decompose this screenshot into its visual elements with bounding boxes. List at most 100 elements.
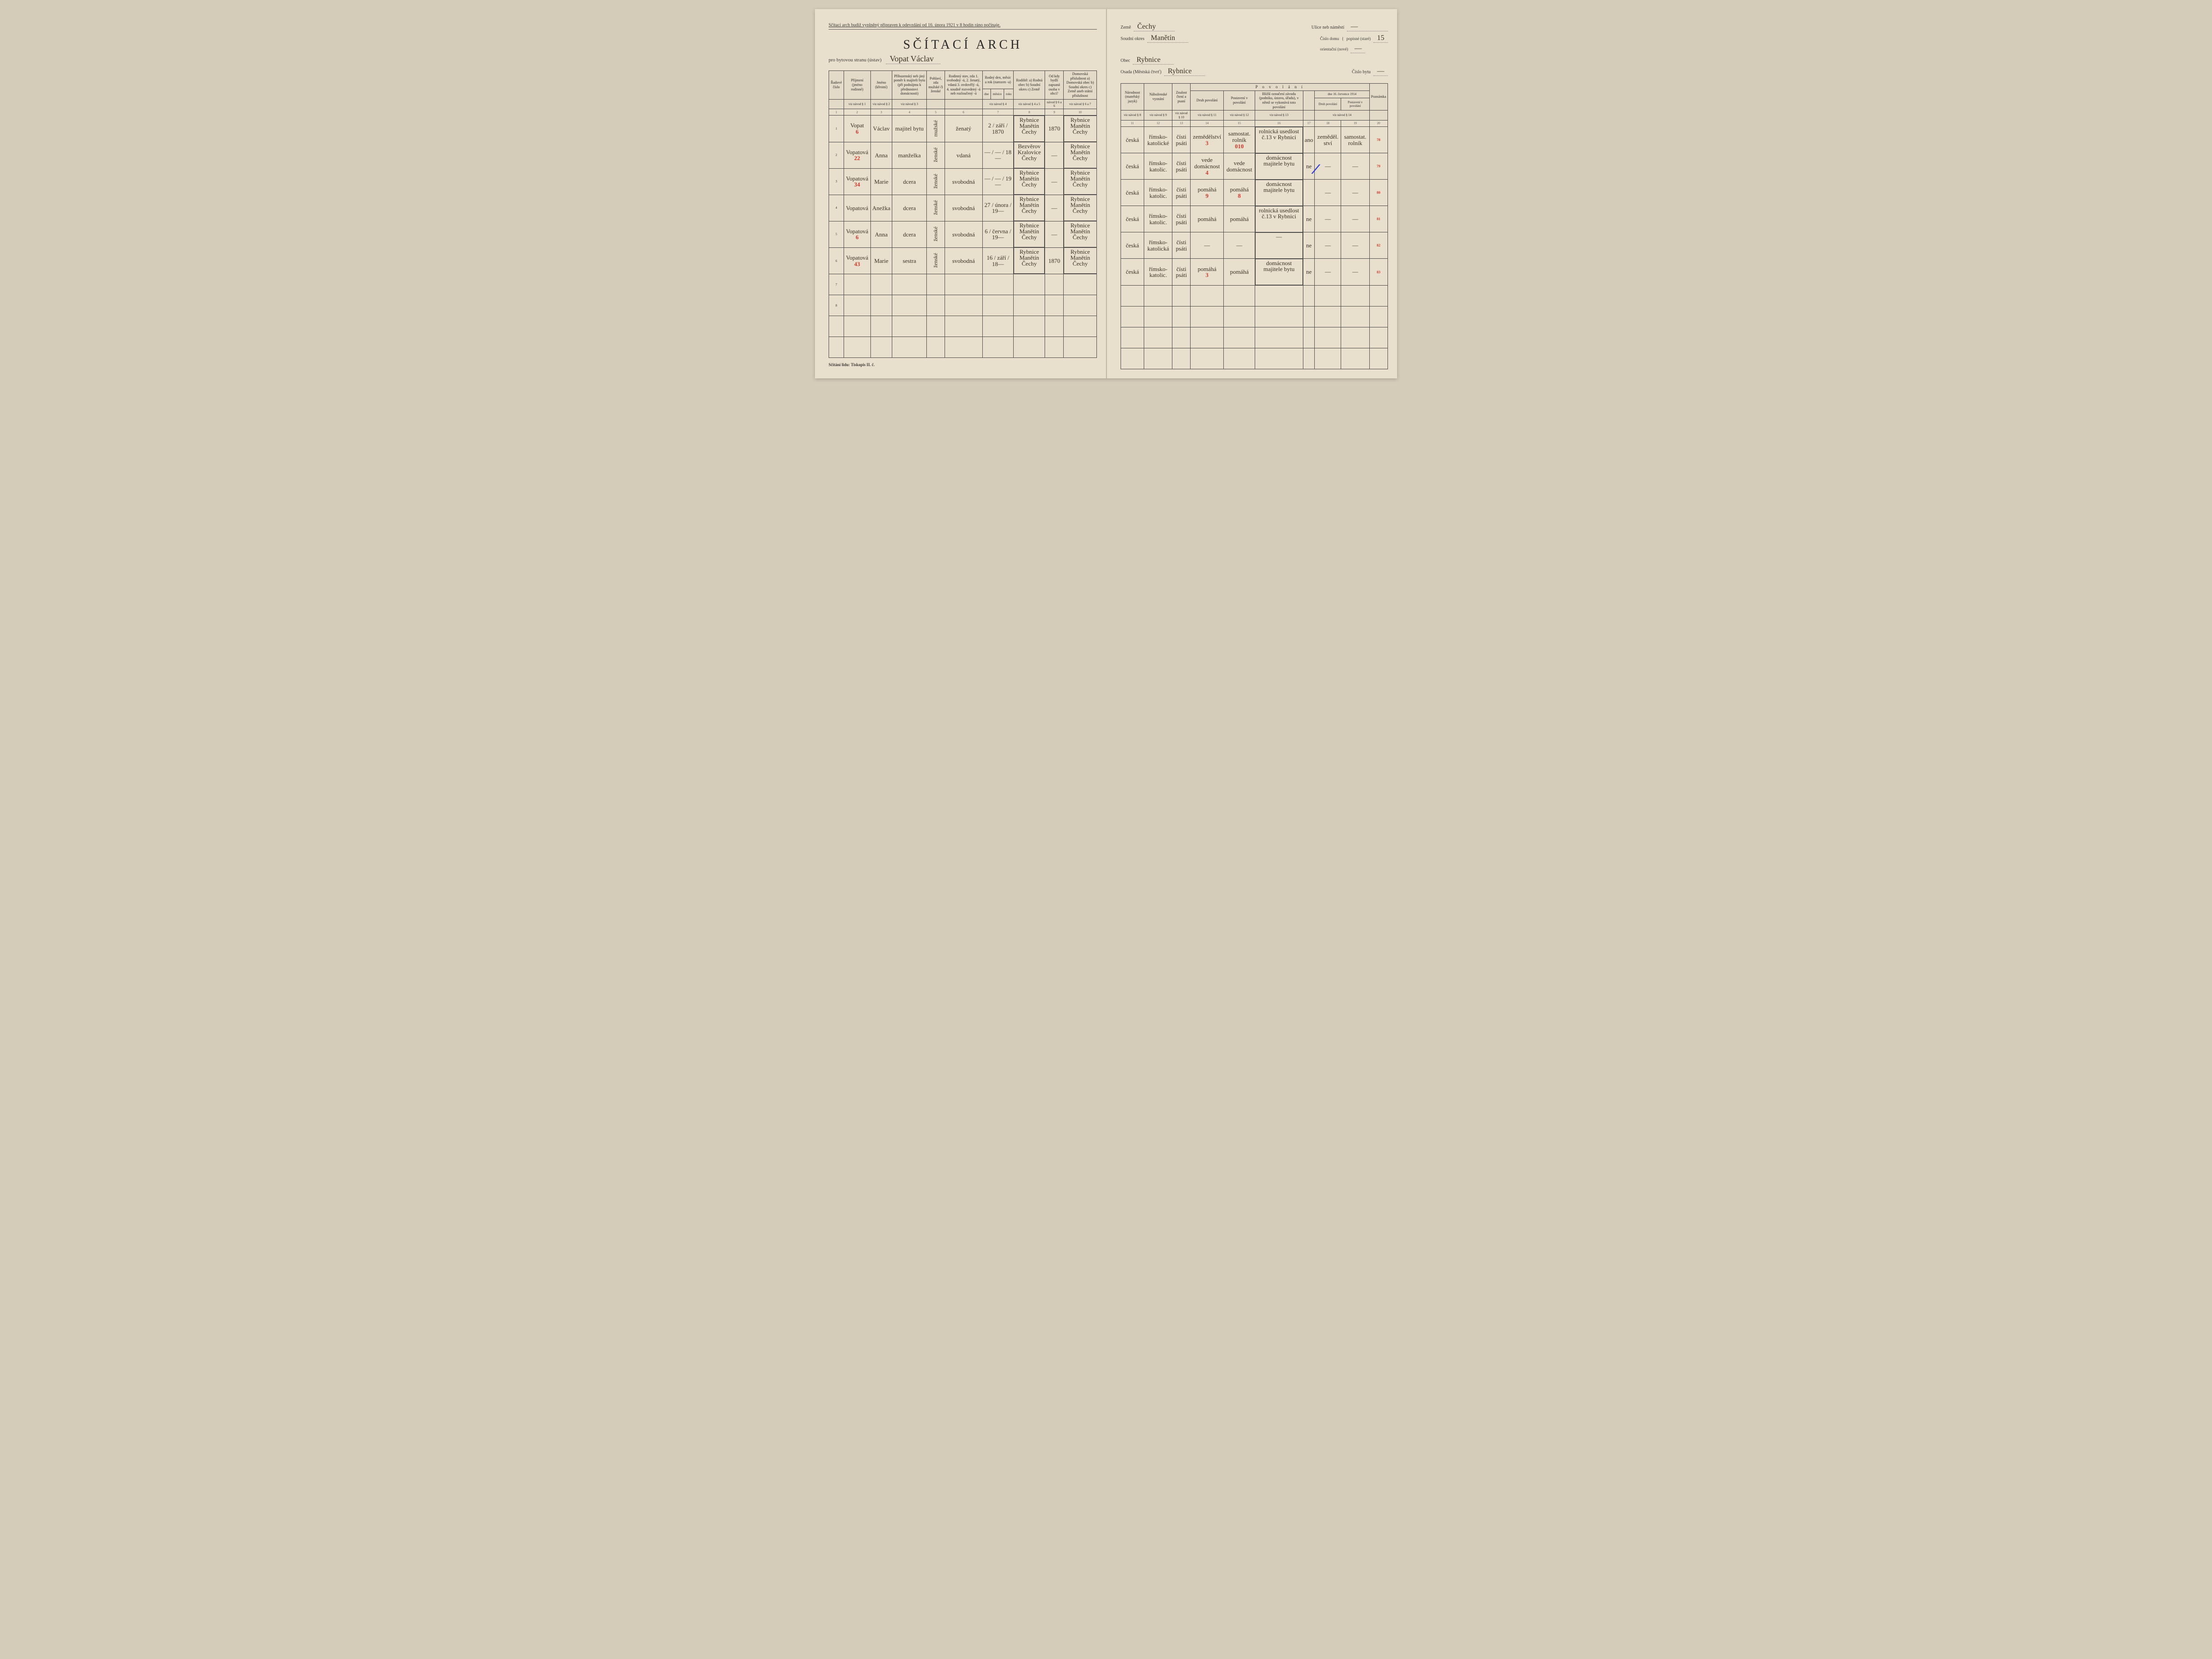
table-row: 3 Vopatová34 Marie dcera ženské svobodná…	[829, 168, 1097, 195]
cislo-domu-block: Číslo domu { popisné (staré) 15 orientač…	[1320, 34, 1388, 53]
cell	[1045, 295, 1064, 316]
col-7: Rodný den, měsíc a rok (narozen -a)	[982, 71, 1014, 89]
colnum: 4	[892, 109, 927, 116]
cell	[1014, 337, 1045, 358]
cell	[870, 295, 892, 316]
navod-cell	[1369, 111, 1388, 121]
table-row: 6 Vopatová43 Marie sestra ženské svobodn…	[829, 247, 1097, 274]
colnum: 17	[1303, 120, 1315, 126]
cell	[1144, 348, 1172, 369]
cell	[1045, 274, 1064, 295]
cell-relig: římsko-katolic.	[1144, 259, 1172, 286]
cell-surname: Vopatová43	[844, 247, 870, 274]
cell-idx: 79	[1369, 153, 1388, 180]
cell-relig: římsko-katolická	[1144, 232, 1172, 259]
cell-num: 3	[829, 168, 844, 195]
cell-firm: domácnost majitele bytu	[1255, 153, 1303, 180]
value: —	[1373, 67, 1388, 76]
cell-o14p: —	[1341, 153, 1369, 180]
col-11: Národnost (mateřský jazyk)	[1121, 84, 1144, 111]
colnum: 7	[982, 109, 1014, 116]
cell	[1144, 327, 1172, 348]
value: —	[1347, 23, 1388, 31]
table-row	[1121, 327, 1388, 348]
cell-occ: vede domácnost4	[1190, 153, 1223, 180]
colnum: 12	[1144, 120, 1172, 126]
cell-o14p: —	[1341, 259, 1369, 286]
fld-zeme: ZeměČechy	[1121, 23, 1175, 31]
table-row: česká římsko-katolic. čísti psáti pomáhá…	[1121, 259, 1388, 286]
cell-domicile: RybniceManětínČechy	[1064, 168, 1096, 195]
cell	[1064, 316, 1097, 337]
value: 15	[1373, 34, 1388, 43]
cell-lit: čísti psáti	[1172, 153, 1191, 180]
cell-surname: Vopatová6	[844, 221, 870, 247]
cell-pos: pomáhá	[1224, 259, 1255, 286]
cell-relation: dcera	[892, 221, 927, 247]
cell-num	[829, 337, 844, 358]
navod-cell	[927, 99, 945, 109]
cell-occ: zemědělství3	[1190, 126, 1223, 153]
fld-popisne: Číslo domu { popisné (staré) 15	[1320, 34, 1388, 43]
cell	[982, 337, 1014, 358]
census-sheet: Sčítací arch budiž vyplněný připraven k …	[815, 9, 1397, 378]
cell-nat: česká	[1121, 126, 1144, 153]
cell-firm: —	[1255, 232, 1303, 259]
navod-cell: viz návod § 9	[1144, 111, 1172, 121]
colnum-row-left: 1 2 3 4 5 6 7 8 9 10	[829, 109, 1097, 116]
cell-sex: ženské	[927, 195, 945, 221]
tbody-right: česká římsko-katolické čísti psáti zeměd…	[1121, 126, 1388, 369]
cell-occ: —	[1190, 232, 1223, 259]
label: Ulice neb náměstí	[1312, 25, 1344, 30]
cell-idx: 82	[1369, 232, 1388, 259]
cell-sex: ženské	[927, 142, 945, 168]
cell-nat: česká	[1121, 153, 1144, 180]
col-17	[1303, 90, 1315, 110]
value: Čechy	[1134, 23, 1175, 31]
table-row	[1121, 348, 1388, 369]
cell	[1172, 348, 1191, 369]
cell-17	[1303, 180, 1315, 206]
value: Manětín	[1147, 34, 1188, 43]
cell	[870, 337, 892, 358]
cell-relation: majitel bytu	[892, 116, 927, 142]
table-row	[1121, 285, 1388, 306]
colnum: 9	[1045, 109, 1064, 116]
cell	[1121, 285, 1144, 306]
table-row: česká římsko-katolická čísti psáti — — —…	[1121, 232, 1388, 259]
cell-stav: svobodná	[945, 168, 982, 195]
fld-obec: ObecRybnice	[1121, 56, 1174, 65]
col-14: Druh povolání	[1190, 90, 1223, 110]
cell	[892, 295, 927, 316]
cell-relation: manželka	[892, 142, 927, 168]
col-10: Domovská příslušnost a) Domovská obec b)…	[1064, 71, 1097, 100]
cell	[927, 337, 945, 358]
cell-firm: domácnost majitele bytu	[1255, 259, 1303, 285]
cell	[1255, 285, 1303, 306]
cell-surname: Vopat6	[844, 116, 870, 142]
cell-lit: čísti psáti	[1172, 126, 1191, 153]
cell-o14: zeměděl. ství	[1315, 126, 1341, 153]
cell-pos: vede domácnost	[1224, 153, 1255, 180]
household-row: pro bytovou stranu (ústav) Vopat Václav	[829, 54, 1097, 64]
cell	[844, 316, 870, 337]
cell-idx: 81	[1369, 206, 1388, 232]
navod-cell: viz návod § 10	[1172, 111, 1191, 121]
col-9: Od kdy bydlí zapsaná osoba v obci?	[1045, 71, 1064, 100]
footer-text: Sčítání lidu: Tiskopis II. č.	[829, 362, 875, 367]
cell-o14p: —	[1341, 206, 1369, 232]
cell-relig: římsko-katolic.	[1144, 180, 1172, 206]
label: Číslo bytu	[1352, 70, 1371, 75]
cell-o14p: —	[1341, 232, 1369, 259]
colnum-row-right: 11 12 13 14 15 16 17 18 19 20	[1121, 120, 1388, 126]
cell-idx: 78	[1369, 126, 1388, 153]
cell-name: Marie	[870, 168, 892, 195]
cell	[1224, 348, 1255, 369]
cell-sex: ženské	[927, 221, 945, 247]
header-fields: ZeměČechy Ulice neb náměstí— Soudní okre…	[1121, 23, 1388, 76]
cell	[1172, 306, 1191, 327]
cell	[1341, 348, 1369, 369]
cell-num: 4	[829, 195, 844, 221]
cell-name: Anna	[870, 221, 892, 247]
cell-stav: svobodná	[945, 247, 982, 274]
